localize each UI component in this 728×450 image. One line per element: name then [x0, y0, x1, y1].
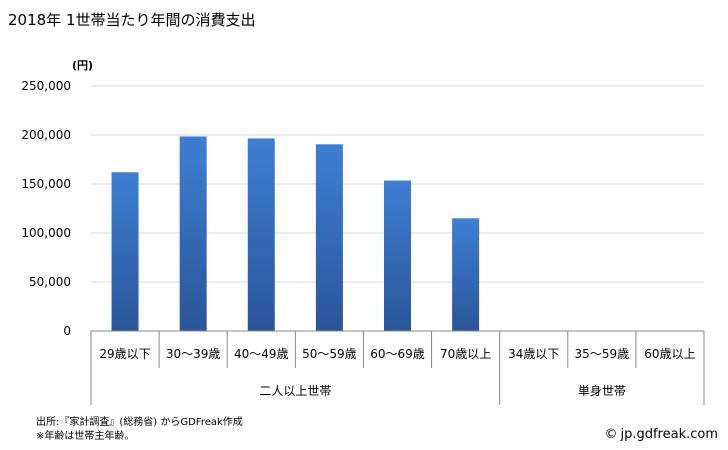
y-axis-unit-label: (円)	[72, 59, 94, 72]
bar	[179, 136, 207, 331]
x-tick-label: 50～59歳	[302, 347, 357, 361]
bars	[111, 136, 480, 331]
bar	[384, 180, 411, 331]
x-tick-label: 34歳以下	[508, 347, 559, 361]
group-label: 二人以上世帯	[259, 384, 331, 398]
age-note: ※年齢は世帯主年齢。	[36, 431, 135, 442]
category-axis: 29歳以下 30～39歳 40～49歳 50～59歳 60～69歳 70歳以上 34歳以下 3…	[90, 330, 705, 405]
x-tick-label: 60～69歳	[370, 347, 425, 361]
y-axis-ticks: 0 50,000 100,000 150,000 200,000 250,000	[21, 79, 71, 338]
y-tick-label: 200,000	[21, 128, 71, 142]
bar	[452, 218, 480, 331]
group-label: 単身世帯	[578, 383, 626, 398]
y-tick-label: 250,000	[21, 79, 71, 93]
site-credit[interactable]: © jp.gdfreak.com	[604, 427, 718, 442]
bar	[247, 138, 275, 331]
x-tick-label: 70歳以上	[440, 347, 491, 361]
site-credit-text: jp.gdfreak.com	[620, 427, 718, 442]
source-note: 出所:『家計調査』(総務省) からGDFreak作成	[36, 417, 243, 428]
x-tick-label: 30～39歳	[166, 347, 221, 361]
x-tick-label: 60歳以上	[644, 347, 695, 361]
y-tick-label: 100,000	[21, 226, 71, 240]
bar	[111, 172, 139, 331]
bar	[315, 144, 343, 331]
x-tick-label: 29歳以下	[99, 347, 150, 361]
y-tick-label: 50,000	[29, 275, 71, 289]
y-tick-label: 150,000	[21, 177, 71, 191]
x-tick-label: 40～49歳	[234, 347, 289, 361]
y-tick-label: 0	[63, 324, 71, 338]
chart-title: 2018年 1世帯当たり年間の消費支出	[8, 11, 256, 29]
x-tick-label: 35～59歳	[575, 347, 630, 361]
copyright-icon: ©	[604, 427, 618, 442]
